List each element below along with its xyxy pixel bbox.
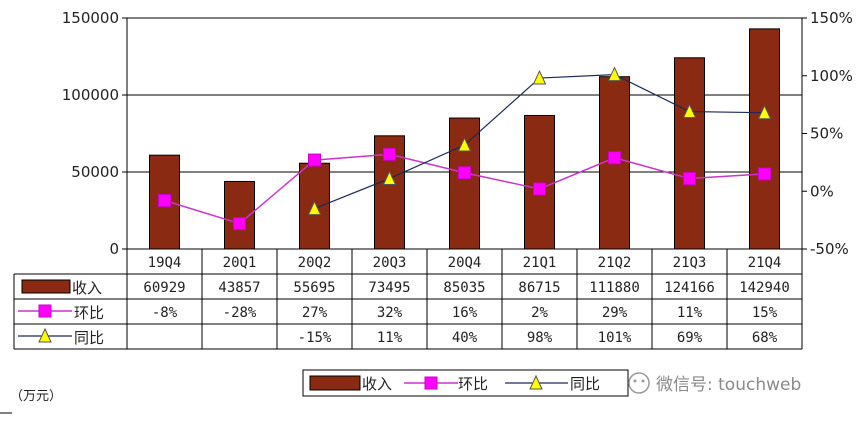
- mom-value: 11%: [677, 305, 703, 321]
- legend-yoy-marker: [529, 374, 543, 390]
- mom-point: [683, 172, 696, 186]
- yoy-value: 68%: [752, 330, 778, 346]
- right-tick-label: 150%: [810, 9, 853, 27]
- revenue-value: 111880: [589, 280, 640, 296]
- revenue-bar: [674, 57, 705, 250]
- yoy-value: 98%: [527, 330, 553, 346]
- yoy-value: 101%: [598, 330, 632, 346]
- wechat-icon-eye-right: [641, 379, 645, 383]
- wechat-icon-eye-left: [633, 379, 637, 383]
- watermark-text: 微信号: touchweb: [656, 375, 801, 395]
- legend-mom-marker: [424, 376, 438, 390]
- category-label: 20Q4: [448, 255, 482, 271]
- revenue-value: 86715: [518, 280, 560, 296]
- table-revenue-label: 收入: [72, 279, 102, 297]
- right-tick-label: 100%: [810, 67, 853, 85]
- yoy-value: 40%: [452, 330, 478, 346]
- yoy-value: 11%: [377, 330, 403, 346]
- table-bar-swatch: [21, 279, 71, 294]
- legend-mom-label: 环比: [458, 375, 488, 393]
- revenue-value: 55695: [293, 280, 335, 296]
- legend-yoy-label: 同比: [570, 375, 600, 393]
- mom-point: [158, 193, 171, 207]
- mom-point: [458, 166, 471, 180]
- mom-value: 2%: [531, 305, 548, 321]
- legend-bar-swatch: [309, 375, 361, 391]
- wechat-icon: [628, 372, 650, 394]
- category-label: 20Q3: [373, 255, 407, 271]
- mom-value: 32%: [377, 305, 403, 321]
- left-tick-label: 0: [109, 240, 119, 258]
- category-label: 21Q4: [748, 255, 782, 271]
- watermark: 微信号: touchweb: [628, 372, 801, 395]
- yoy-point: [757, 104, 772, 120]
- revenue-value: 73495: [368, 280, 410, 296]
- mom-point: [608, 151, 621, 165]
- category-label: 21Q1: [523, 255, 557, 271]
- revenue-bar: [749, 28, 780, 250]
- left-axis-ticks: 0 50000 100000 150000: [62, 9, 127, 258]
- revenue-value: 60929: [143, 280, 185, 296]
- table-yoy-marker: [38, 327, 52, 343]
- data-table: 19Q4 20Q1 20Q2 20Q3 20Q4 21Q1 21Q2 21Q3 21Q4 收入 60…: [13, 249, 803, 350]
- legend: 收入 环比 同比: [302, 369, 629, 397]
- line-series: [158, 66, 772, 231]
- yoy-point: [532, 69, 547, 85]
- mom-value: -8%: [152, 305, 178, 321]
- right-tick-label: -50%: [810, 240, 849, 258]
- yoy-point: [682, 103, 697, 119]
- revenue-bar: [524, 114, 555, 250]
- mom-value: 29%: [602, 305, 628, 321]
- right-tick-label: 0%: [810, 182, 834, 200]
- table-mom-label: 环比: [74, 304, 104, 322]
- mom-point: [383, 147, 396, 161]
- left-tick-label: 50000: [71, 163, 119, 181]
- yoy-point: [382, 170, 397, 186]
- revenue-value: 43857: [218, 280, 260, 296]
- revenue-bar: [224, 180, 255, 250]
- mom-point: [758, 167, 771, 181]
- category-label: 19Q4: [148, 255, 182, 271]
- mom-point: [233, 217, 246, 231]
- yoy-point: [607, 66, 622, 82]
- revenue-bars: [149, 28, 780, 250]
- revenue-value: 124166: [664, 280, 715, 296]
- mom-value: 27%: [302, 305, 328, 321]
- revenue-value: 142940: [739, 280, 790, 296]
- category-label: 20Q1: [223, 255, 257, 271]
- table-yoy-label: 同比: [74, 329, 104, 347]
- revenue-value: 85035: [443, 280, 485, 296]
- category-label: 21Q2: [598, 255, 632, 271]
- left-tick-label: 150000: [62, 9, 119, 27]
- table-mom-marker: [38, 304, 52, 318]
- category-label: 21Q3: [673, 255, 707, 271]
- left-tick-label: 100000: [62, 86, 119, 104]
- mom-point: [533, 182, 546, 196]
- mom-value: -28%: [223, 305, 257, 321]
- mom-point: [308, 153, 321, 167]
- category-label: 20Q2: [298, 255, 332, 271]
- right-axis-ticks: -50% 0% 50% 100% 150%: [802, 9, 853, 258]
- mom-value: 15%: [752, 305, 778, 321]
- yoy-point: [457, 136, 472, 152]
- legend-revenue-label: 收入: [362, 375, 392, 393]
- yoy-value: 69%: [677, 330, 703, 346]
- right-tick-label: 50%: [810, 125, 843, 143]
- yoy-point: [307, 200, 322, 216]
- unit-label: （万元）: [10, 389, 62, 404]
- yoy-value: -15%: [298, 330, 332, 346]
- mom-value: 16%: [452, 305, 478, 321]
